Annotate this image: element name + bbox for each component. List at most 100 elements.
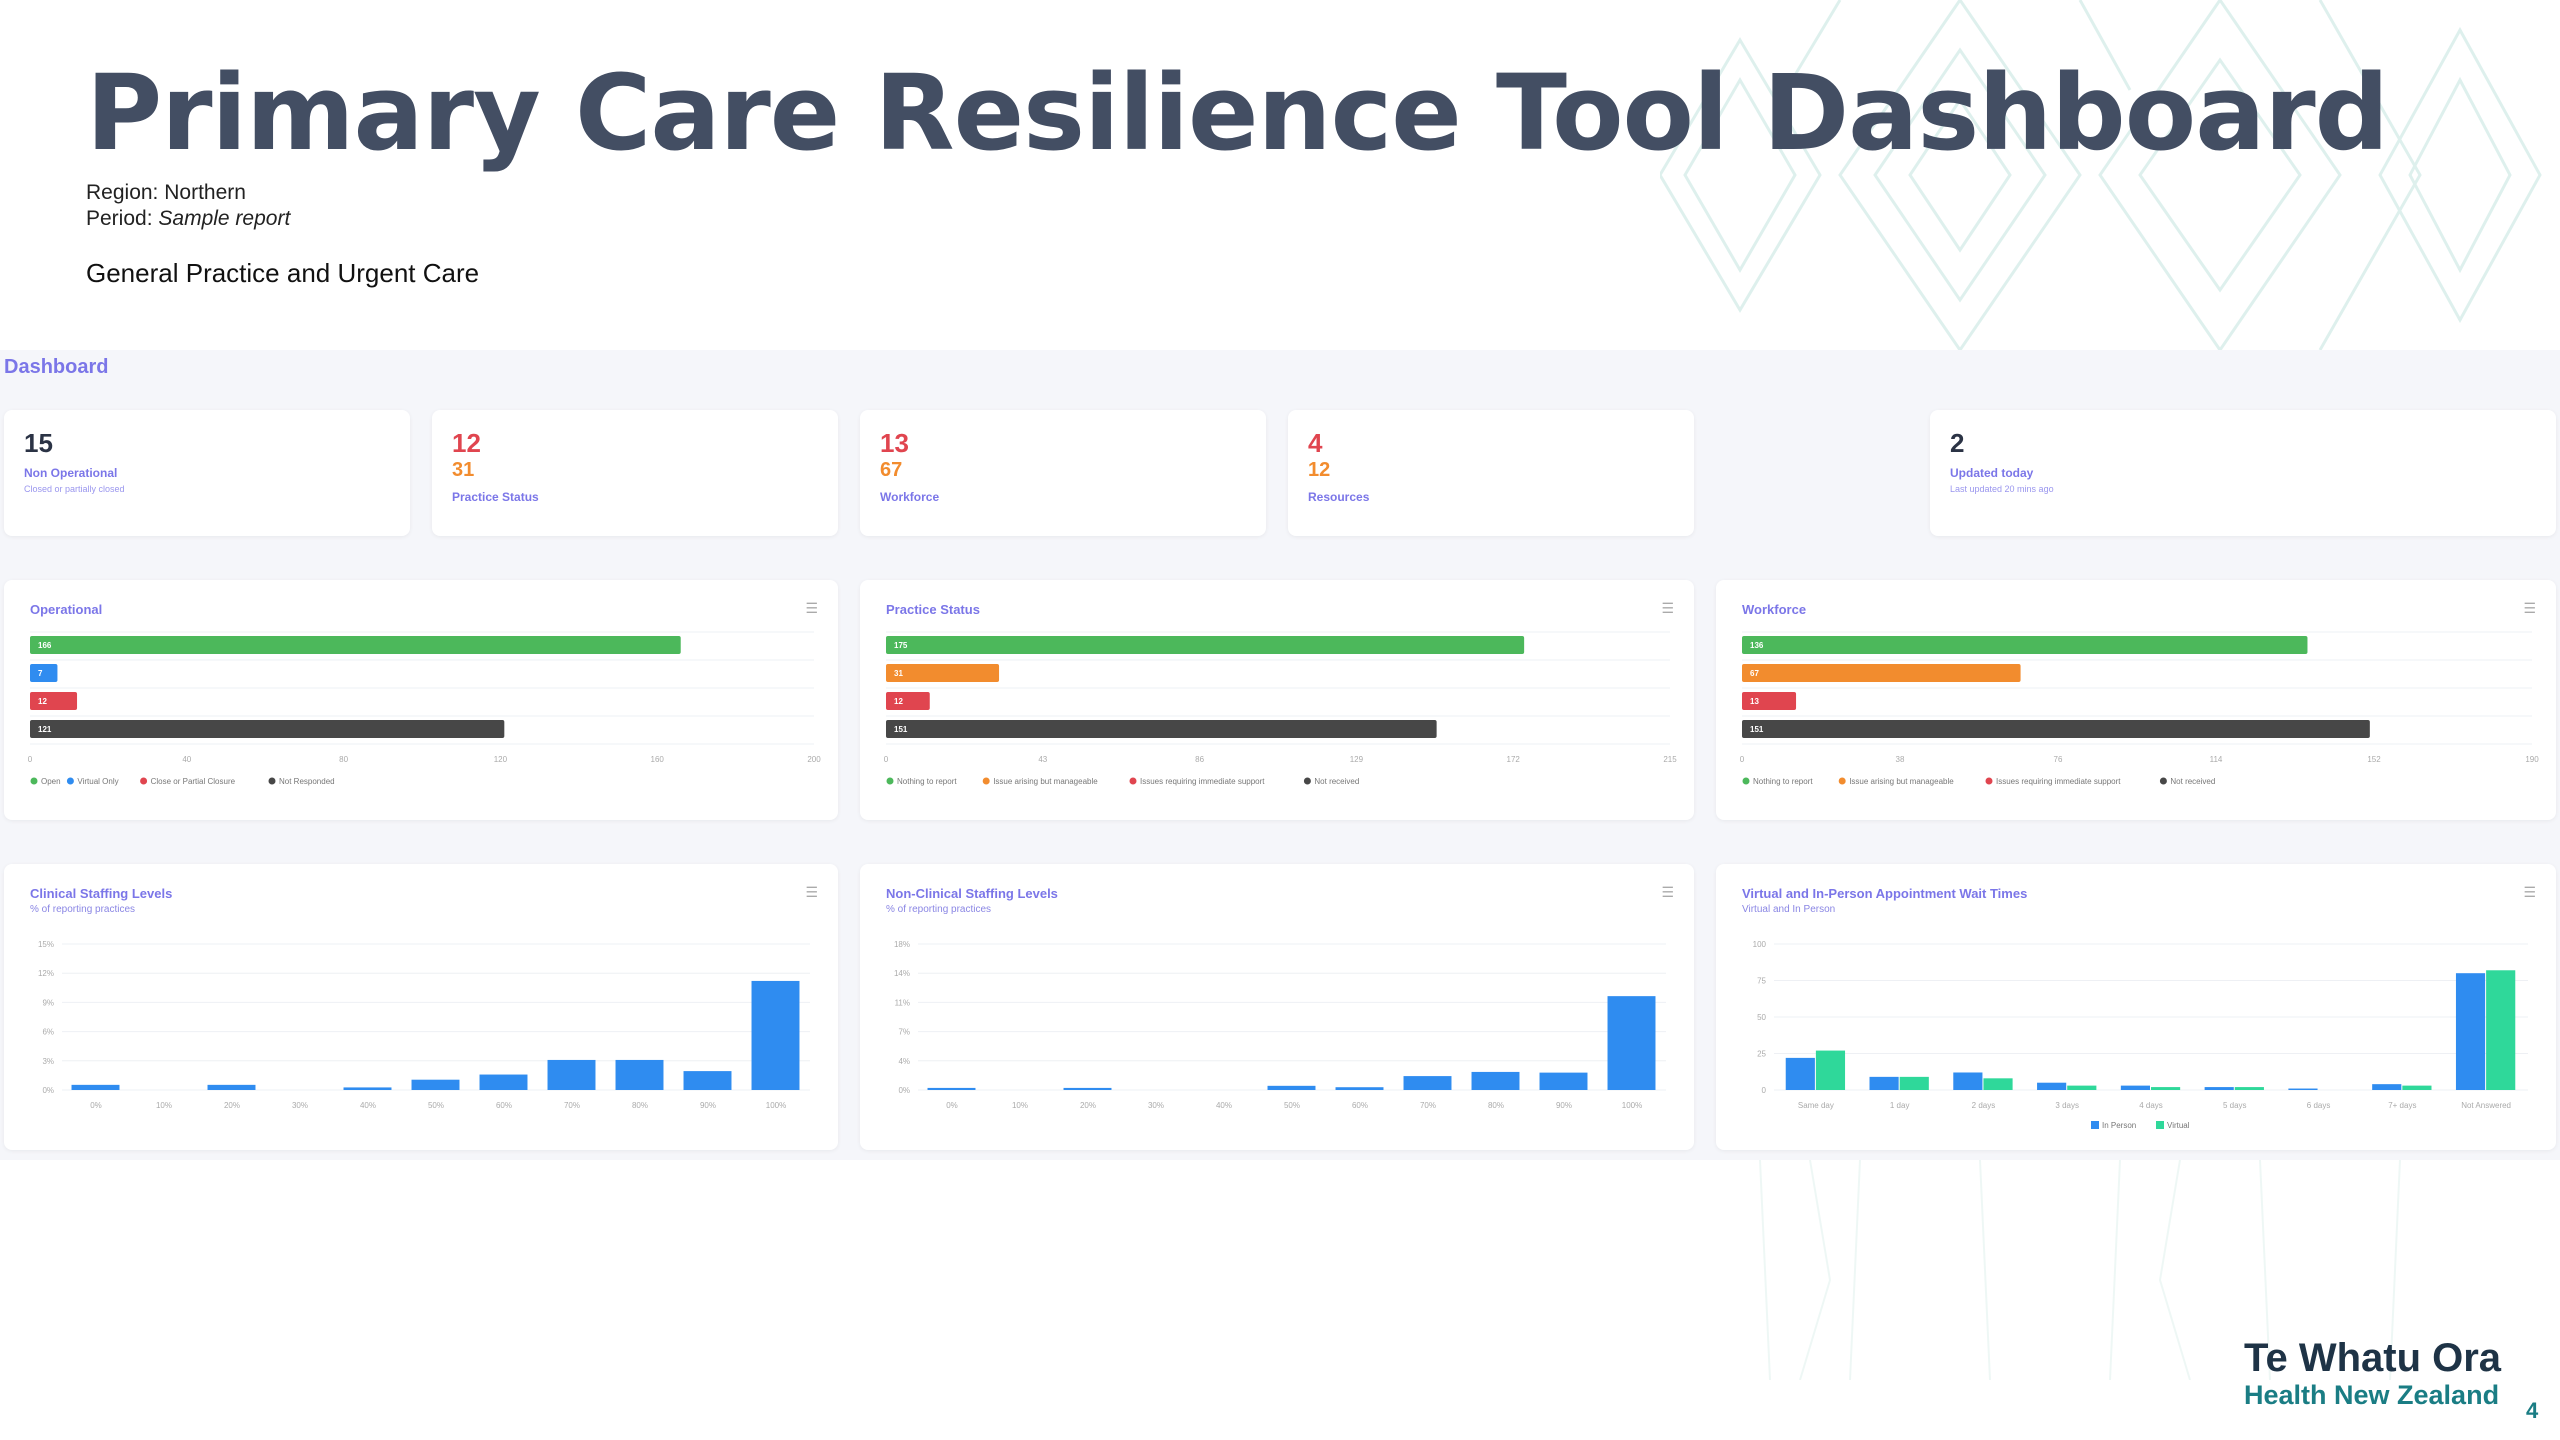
legend-label: Issues requiring immediate support bbox=[1140, 777, 1265, 786]
period-value: Sample report bbox=[158, 207, 291, 230]
kpi-value-secondary: 67 bbox=[880, 459, 903, 481]
legend-label: Close or Partial Closure bbox=[151, 777, 236, 786]
panel-operational: 166 7 12 121 0 40 80 120 160 200 Open Virtual Only C… bbox=[4, 580, 838, 820]
legend-label: Issue arising but manageable bbox=[1849, 777, 1954, 786]
x-tick-label: 0 bbox=[28, 755, 33, 764]
y-tick-label: 3% bbox=[42, 1057, 54, 1066]
bar bbox=[207, 1084, 256, 1090]
bar-value-label: 7 bbox=[38, 669, 43, 678]
x-tick-label: 30% bbox=[1148, 1101, 1164, 1110]
x-tick-label: 40 bbox=[182, 755, 191, 764]
bar bbox=[1742, 692, 1797, 710]
x-tick-label: 90% bbox=[700, 1101, 716, 1110]
x-tick-label: 100% bbox=[1622, 1101, 1642, 1110]
menu-icon[interactable]: ☰ bbox=[1661, 600, 1674, 616]
dashboard-label[interactable]: Dashboard bbox=[4, 356, 109, 378]
x-tick-label: 30% bbox=[292, 1101, 308, 1110]
legend-marker bbox=[66, 777, 74, 785]
bar bbox=[30, 636, 681, 654]
legend-marker bbox=[140, 777, 148, 785]
period-line: Period: Sample report bbox=[86, 206, 290, 232]
x-tick-label: 76 bbox=[2054, 755, 2063, 764]
kpi-card-resources[interactable]: 4 12 Resources bbox=[1288, 410, 1694, 536]
chart-workforce: 136 67 13 151 0 38 76 114 152 190 Nothing to repor… bbox=[1740, 631, 2539, 786]
bar bbox=[1403, 1076, 1452, 1090]
kpi-label: Resources bbox=[1308, 490, 1370, 504]
x-tick-label: 50% bbox=[1284, 1101, 1300, 1110]
kpi-value-secondary: 31 bbox=[452, 459, 475, 481]
chart-title: Workforce bbox=[1742, 602, 1807, 617]
chart-title: Non-Clinical Staffing Levels bbox=[886, 886, 1058, 901]
bar bbox=[1335, 1087, 1384, 1090]
logo-line-2: Health New Zealand bbox=[2244, 1380, 2500, 1410]
x-tick-label: 114 bbox=[2210, 755, 2223, 764]
bar bbox=[1607, 996, 1656, 1090]
x-tick-label: 80% bbox=[632, 1101, 648, 1110]
x-tick-label: 60% bbox=[496, 1101, 512, 1110]
bar bbox=[751, 980, 800, 1090]
legend-label: Virtual Only bbox=[77, 777, 118, 786]
y-tick-label: 11% bbox=[895, 998, 910, 1007]
panel-clinical-staffing: 0% 3% 6% 9% 12% 15% 0% 10% 20% 30% 40% 50% 60% 70% 80%… bbox=[4, 864, 838, 1150]
bar bbox=[30, 664, 58, 682]
bar-value-label: 121 bbox=[38, 725, 52, 734]
bar bbox=[547, 1059, 596, 1090]
x-tick-label: 70% bbox=[1420, 1101, 1436, 1110]
bar bbox=[71, 1084, 120, 1090]
kpi-label: Updated today bbox=[1950, 466, 2034, 480]
bar bbox=[2204, 1087, 2234, 1090]
x-tick-label: 200 bbox=[807, 755, 821, 764]
y-tick-label: 14% bbox=[894, 969, 910, 978]
bar bbox=[683, 1071, 732, 1090]
x-tick-label: 20% bbox=[1080, 1101, 1096, 1110]
y-tick-label: 4% bbox=[898, 1057, 910, 1066]
kpi-value-secondary: 12 bbox=[1308, 459, 1331, 481]
x-tick-label: 60% bbox=[1352, 1101, 1368, 1110]
menu-icon[interactable]: ☰ bbox=[1661, 884, 1674, 900]
kpi-card-workforce[interactable]: 13 67 Workforce bbox=[860, 410, 1266, 536]
bar bbox=[615, 1059, 664, 1090]
chart-title: Operational bbox=[30, 602, 103, 617]
x-tick-label: 6 days bbox=[2307, 1101, 2331, 1110]
x-tick-label: 172 bbox=[1507, 755, 1521, 764]
kpi-value: 13 bbox=[880, 428, 909, 458]
legend-marker bbox=[2159, 777, 2167, 785]
kpi-card-non-operational[interactable]: 15 Non Operational Closed or partially c… bbox=[4, 410, 410, 536]
bar bbox=[2455, 973, 2486, 1090]
bar bbox=[1983, 1078, 2013, 1090]
chart-practice-status: 175 31 12 151 0 43 86 129 172 215 Nothing to repor… bbox=[884, 631, 1677, 786]
menu-icon[interactable]: ☰ bbox=[2523, 600, 2536, 616]
bar bbox=[1471, 1071, 1520, 1090]
x-tick-label: 80% bbox=[1488, 1101, 1504, 1110]
legend-label: Open bbox=[41, 777, 61, 786]
bar bbox=[1953, 1072, 1983, 1090]
chart-subtitle: % of reporting practices bbox=[886, 904, 992, 915]
bar-value-label: 12 bbox=[894, 697, 903, 706]
bar-value-label: 12 bbox=[38, 697, 47, 706]
decorative-pattern bbox=[1660, 0, 2542, 350]
legend-marker bbox=[886, 777, 894, 785]
kpi-card-updated-today[interactable]: 2 Updated today Last updated 20 mins ago bbox=[1930, 410, 2556, 536]
menu-icon[interactable]: ☰ bbox=[2523, 884, 2536, 900]
panel-non-clinical-staffing: 0% 4% 7% 11% 14% 18% 0% 10% 20% 30% 40% 50% 60% 70% 80… bbox=[860, 864, 1694, 1150]
bar bbox=[927, 1087, 976, 1090]
legend-marker bbox=[1838, 777, 1846, 785]
panel-wait-times: 0 25 50 75 100 Same day 1 day 2 days 3 days 4 day… bbox=[1716, 864, 2556, 1150]
bar bbox=[886, 692, 930, 710]
x-tick-label: Not Answered bbox=[2461, 1101, 2511, 1110]
legend-marker bbox=[1742, 777, 1750, 785]
period-label: Period: bbox=[86, 207, 153, 230]
bar-value-label: 67 bbox=[1750, 669, 1759, 678]
kpi-card-practice-status[interactable]: 12 31 Practice Status bbox=[432, 410, 838, 536]
y-tick-label: 9% bbox=[42, 998, 54, 1007]
legend-label: Not Responded bbox=[279, 777, 335, 786]
x-tick-label: 190 bbox=[2525, 755, 2539, 764]
x-tick-label: 0% bbox=[946, 1101, 958, 1110]
bar bbox=[2037, 1082, 2067, 1090]
kpi-label: Workforce bbox=[880, 490, 940, 504]
bar-value-label: 151 bbox=[894, 725, 908, 734]
menu-icon[interactable]: ☰ bbox=[805, 600, 818, 616]
kpi-value: 4 bbox=[1308, 428, 1323, 458]
menu-icon[interactable]: ☰ bbox=[805, 884, 818, 900]
legend-marker bbox=[1303, 777, 1311, 785]
